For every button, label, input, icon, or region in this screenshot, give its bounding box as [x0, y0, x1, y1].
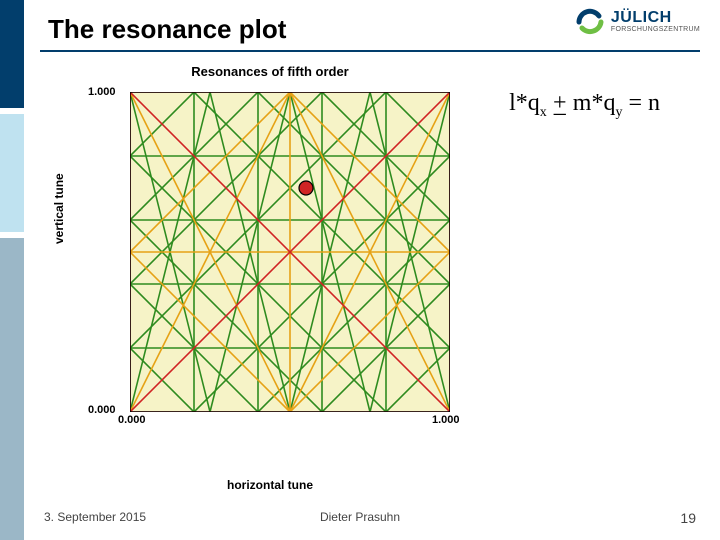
eq-y: y	[615, 105, 622, 120]
eq-plusminus: +	[553, 90, 567, 117]
eq-x: x	[540, 105, 547, 120]
eq-l: l*q	[509, 90, 540, 116]
chart-marker-point	[299, 181, 313, 195]
footer-author: Dieter Prasuhn	[0, 510, 720, 524]
page-title: The resonance plot	[48, 14, 286, 45]
eq-m: m*q	[573, 90, 616, 116]
eq-eqn: = n	[628, 90, 660, 116]
xtick-1: 1.000	[432, 414, 460, 426]
chart-title: Resonances of fifth order	[70, 64, 470, 79]
xtick-0: 0.000	[118, 414, 146, 426]
chart-xlabel: horizontal tune	[70, 478, 470, 492]
title-rule	[40, 50, 700, 52]
left-accent-bar	[0, 0, 24, 540]
logo-sub: FORSCHUNGSZENTRUM	[611, 26, 700, 33]
chart-plot-area	[130, 92, 450, 412]
resonance-chart: Resonances of fifth order vertical tune …	[70, 64, 470, 484]
ytick-1: 1.000	[88, 86, 116, 98]
chart-ylabel: vertical tune	[52, 173, 66, 244]
slide: JÜLICH FORSCHUNGSZENTRUM The resonance p…	[0, 0, 720, 540]
chart-svg	[130, 92, 450, 412]
resonance-equation: l*qx + m*qy = n	[509, 90, 660, 121]
ytick-0: 0.000	[88, 404, 116, 416]
footer-page: 19	[680, 510, 696, 526]
julich-logo: JÜLICH FORSCHUNGSZENTRUM	[575, 6, 700, 36]
logo-name: JÜLICH	[611, 10, 700, 26]
julich-logo-icon	[575, 6, 605, 36]
